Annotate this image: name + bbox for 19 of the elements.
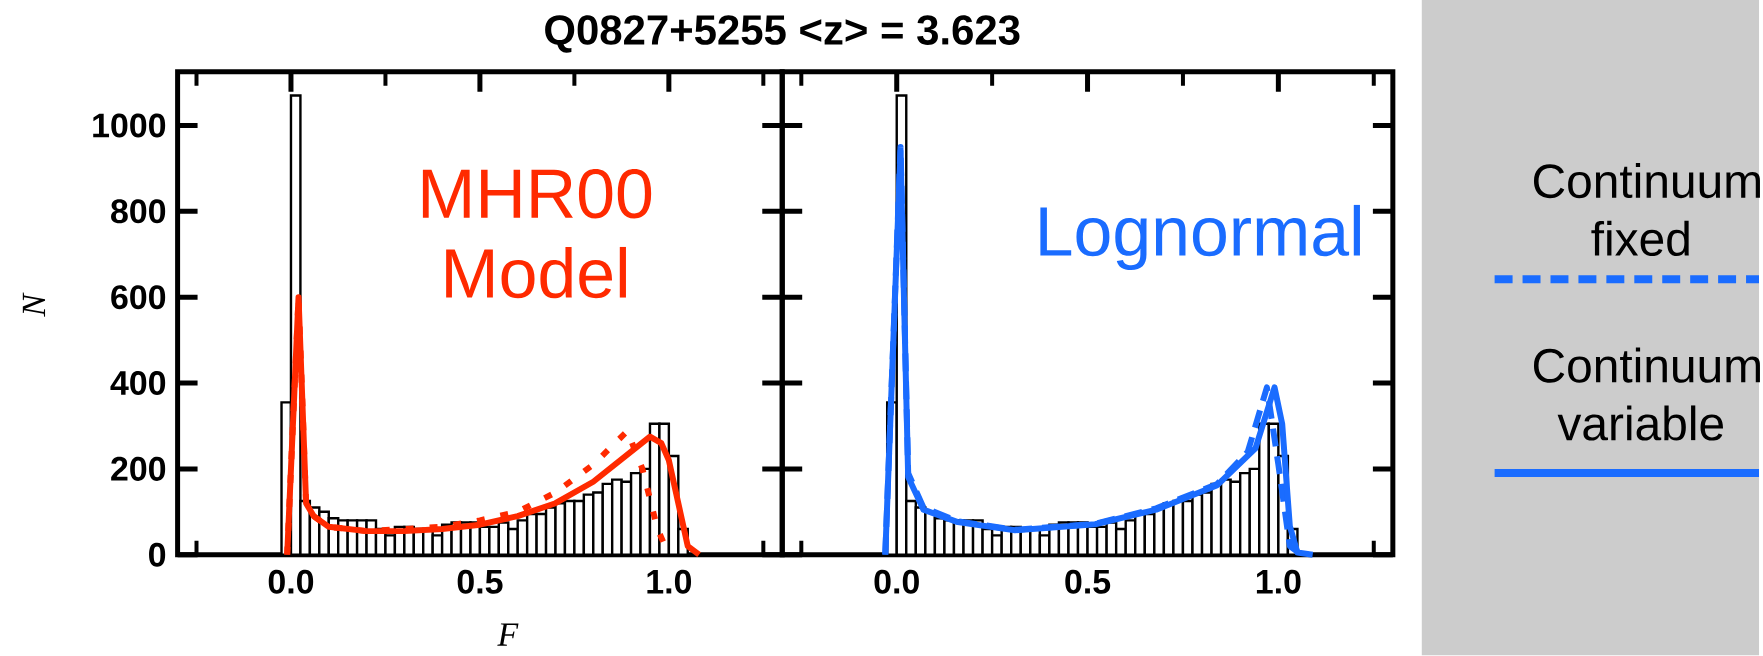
- y-axis-title: N: [22, 292, 46, 318]
- y-tick-label: 800: [111, 199, 166, 224]
- text: Continuum variable: [1533, 347, 1760, 441]
- x-tick-label: 0.5: [457, 570, 503, 595]
- x-tick-label: 1.0: [1256, 570, 1301, 595]
- text: Continuum fixed: [1533, 163, 1760, 257]
- x-axis-title: F: [497, 623, 519, 646]
- y-tick-label: 1000: [93, 113, 166, 138]
- chart-title: Q0827+5255 <z> = 3.623: [545, 15, 1020, 53]
- x-tick-label: 0.0: [874, 570, 919, 595]
- y-tick-label: 400: [110, 371, 166, 396]
- y-tick-label: 600: [111, 285, 166, 310]
- x-tick-label: 0.0: [268, 570, 314, 595]
- x-tick-label: 0.5: [1065, 570, 1111, 595]
- annotation: MHR00 Model: [422, 169, 652, 299]
- y-tick-label: 0: [149, 542, 166, 567]
- y-tick-label: 200: [111, 457, 166, 482]
- annotation: Lognormal: [1040, 205, 1360, 271]
- x-tick-label: 1.0: [647, 570, 692, 595]
